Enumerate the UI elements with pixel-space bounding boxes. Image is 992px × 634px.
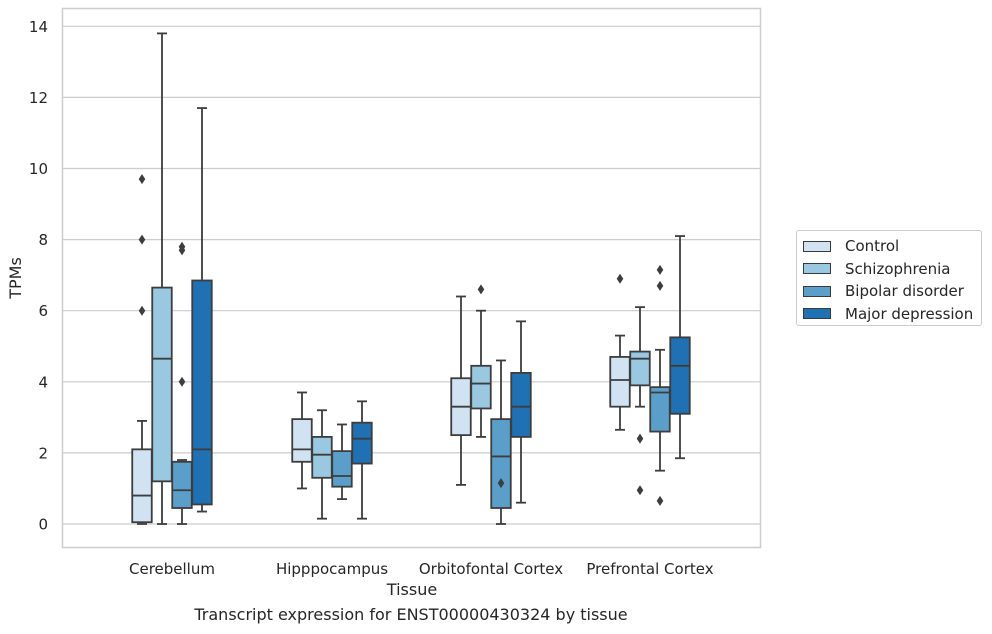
box-schizophrenia [470, 284, 492, 438]
outlier-point [138, 305, 146, 316]
outlier-point [656, 495, 664, 506]
outlier-point [138, 234, 146, 245]
box-body [649, 386, 671, 433]
box-body [351, 421, 373, 465]
y-tick-label: 4 [38, 373, 48, 391]
legend-label: Major depression [845, 304, 974, 323]
box-bipolar-disorder [171, 241, 193, 525]
y-tick-label: 12 [29, 89, 48, 107]
legend-swatch [803, 285, 831, 297]
legend-swatch [803, 240, 831, 252]
y-tick-label: 14 [29, 18, 48, 36]
x-tick-labels: Cerebellum Hipppocampus Orbitofontal Corte… [129, 560, 714, 578]
box-body [490, 418, 512, 509]
outlier-point [138, 174, 146, 185]
box-bipolar-disorder [649, 264, 671, 506]
outlier-point [636, 433, 644, 444]
outlier-point [497, 478, 505, 489]
outlier-point [477, 284, 485, 295]
box-major-depression [351, 400, 373, 520]
box-body [510, 372, 532, 438]
y-axis-label: TPMs [6, 257, 25, 300]
box-major-depression [510, 320, 532, 504]
box-control [450, 295, 472, 486]
x-tick-label: Orbitofontal Cortex [419, 560, 563, 578]
legend: Control Schizophrenia Bipolar disorder Majo… [796, 230, 982, 326]
y-tick-label: 2 [38, 444, 48, 462]
box-body [311, 436, 333, 479]
x-tick-label: Hipppocampus [276, 560, 388, 578]
box-control [609, 273, 631, 431]
box-control [291, 391, 313, 490]
box-body [669, 336, 691, 415]
plot-area [61, 7, 762, 549]
box-body [609, 356, 631, 408]
chart-caption: Transcript expression for ENST0000043032… [194, 605, 628, 624]
x-axis-label: Tissue [386, 580, 437, 599]
legend-swatch [803, 308, 831, 320]
box-schizophrenia [151, 32, 173, 525]
box-schizophrenia [311, 409, 333, 520]
outlier-point [178, 376, 186, 387]
legend-item: Schizophrenia [803, 258, 981, 281]
y-tick-label: 6 [38, 302, 48, 320]
box-body [291, 418, 313, 463]
legend-item: Major depression [803, 303, 981, 326]
legend-item: Bipolar disorder [803, 280, 981, 303]
legend-label: Control [845, 237, 900, 256]
y-tick-label: 8 [38, 231, 48, 249]
box-body [331, 450, 353, 488]
legend-swatch [803, 263, 831, 275]
box-bipolar-disorder [331, 423, 353, 501]
box-major-depression [669, 235, 691, 460]
box-body [171, 460, 193, 509]
outlier-point [656, 264, 664, 275]
box-bipolar-disorder [490, 359, 512, 525]
box-body [131, 448, 153, 524]
outlier-point [178, 241, 186, 252]
x-tick-label: Cerebellum [129, 560, 215, 578]
y-tick-label: 0 [38, 516, 48, 534]
legend-label: Bipolar disorder [845, 282, 964, 301]
legend-item: Control [803, 235, 981, 258]
outlier-point [656, 280, 664, 291]
boxes [131, 32, 691, 525]
box-body [629, 350, 651, 387]
box-body [470, 364, 492, 410]
box-control [131, 174, 153, 525]
outlier-point [616, 273, 624, 284]
y-tick-label: 10 [29, 160, 48, 178]
outlier-point [636, 485, 644, 496]
x-tick-label: Prefrontal Cortex [586, 560, 713, 578]
box-body [151, 286, 173, 483]
legend-label: Schizophrenia [845, 259, 951, 278]
box-body [191, 279, 213, 506]
y-tick-labels: 0 2 4 6 8 10 12 14 [29, 18, 48, 534]
box-major-depression [191, 107, 213, 513]
box-schizophrenia [629, 306, 651, 496]
